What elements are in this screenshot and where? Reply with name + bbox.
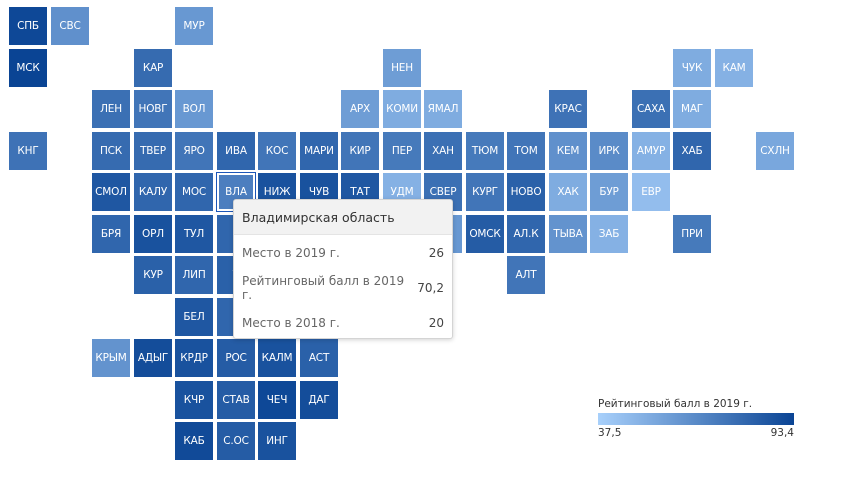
tooltip-row-rank-2018: Место в 2018 г. 20 [234,305,452,338]
region-tile-ново[interactable]: НОВО [507,173,545,211]
region-tile-коми[interactable]: КОМИ [383,90,421,128]
region-tile-калм[interactable]: КАЛМ [258,339,296,377]
region-tile-новг[interactable]: НОВГ [134,90,172,128]
region-tile-хак[interactable]: ХАК [549,173,587,211]
region-tile-вол[interactable]: ВОЛ [175,90,213,128]
region-tile-рос[interactable]: РОС [217,339,255,377]
region-tile-при[interactable]: ПРИ [673,215,711,253]
tooltip-label: Место в 2019 г. [242,245,340,260]
region-tile-арх[interactable]: АРХ [341,90,379,128]
tooltip-value: 20 [428,315,444,330]
region-tile-крдр[interactable]: КРДР [175,339,213,377]
region-tile-схлн[interactable]: СХЛН [756,132,794,170]
region-tooltip: Владимирская область Место в 2019 г. 26 … [233,199,453,339]
color-legend: Рейтинговый балл в 2019 г. 37,5 93,4 [598,398,798,439]
region-tile-ива[interactable]: ИВА [217,132,255,170]
legend-gradient-bar [598,413,794,425]
region-tile-калу[interactable]: КАЛУ [134,173,172,211]
region-tile-крым[interactable]: КРЫМ [92,339,130,377]
tooltip-row-rank-2019: Место в 2019 г. 26 [234,235,452,270]
region-tile-кам[interactable]: КАМ [715,49,753,87]
tooltip-label: Место в 2018 г. [242,315,340,330]
region-tile-мск[interactable]: МСК [9,49,47,87]
region-tile-чеч[interactable]: ЧЕЧ [258,381,296,419]
region-tile-крас[interactable]: КРАС [549,90,587,128]
region-tile-свс[interactable]: СВС [51,7,89,45]
region-tile-кар[interactable]: КАР [134,49,172,87]
region-tile-пер[interactable]: ПЕР [383,132,421,170]
region-tile-став[interactable]: СТАВ [217,381,255,419]
region-tile-амур[interactable]: АМУР [632,132,670,170]
region-tile-каб[interactable]: КАБ [175,422,213,460]
region-tile-яро[interactable]: ЯРО [175,132,213,170]
region-tile-пск[interactable]: ПСК [92,132,130,170]
region-tile-кур[interactable]: КУР [134,256,172,294]
region-tile-адыг[interactable]: АДЫГ [134,339,172,377]
region-tile-бря[interactable]: БРЯ [92,215,130,253]
region-tile-орл[interactable]: ОРЛ [134,215,172,253]
legend-title: Рейтинговый балл в 2019 г. [598,398,753,410]
region-tile-ал.к[interactable]: АЛ.К [507,215,545,253]
region-tile-спб[interactable]: СПБ [9,7,47,45]
legend-max-label: 93,4 [770,427,794,439]
region-tile-лен[interactable]: ЛЕН [92,90,130,128]
region-tile-маг[interactable]: МАГ [673,90,711,128]
region-tile-тыва[interactable]: ТЫВА [549,215,587,253]
region-tile-аст[interactable]: АСТ [300,339,338,377]
tooltip-title: Владимирская область [234,200,452,235]
region-tile-кир[interactable]: КИР [341,132,379,170]
region-tile-с.ос[interactable]: С.ОС [217,422,255,460]
region-tile-алт[interactable]: АЛТ [507,256,545,294]
region-tile-мари[interactable]: МАРИ [300,132,338,170]
region-tile-инг[interactable]: ИНГ [258,422,296,460]
tooltip-row-score-2019: Рейтинговый балл в 2019 г. 70,2 [234,270,452,305]
region-tile-саха[interactable]: САХА [632,90,670,128]
region-tile-кнг[interactable]: КНГ [9,132,47,170]
region-tile-хан[interactable]: ХАН [424,132,462,170]
region-tile-том[interactable]: ТОМ [507,132,545,170]
region-tile-чук[interactable]: ЧУК [673,49,711,87]
region-tile-ирк[interactable]: ИРК [590,132,628,170]
region-tile-бур[interactable]: БУР [590,173,628,211]
region-tile-даг[interactable]: ДАГ [300,381,338,419]
legend-min-label: 37,5 [598,427,622,439]
legend-labels: 37,5 93,4 [598,427,794,439]
tooltip-value: 70,2 [417,280,444,295]
region-tile-ямал[interactable]: ЯМАЛ [424,90,462,128]
region-tile-кчр[interactable]: КЧР [175,381,213,419]
region-tile-тул[interactable]: ТУЛ [175,215,213,253]
region-tile-евр[interactable]: ЕВР [632,173,670,211]
region-tile-нен[interactable]: НЕН [383,49,421,87]
region-tile-лип[interactable]: ЛИП [175,256,213,294]
region-tile-кург[interactable]: КУРГ [466,173,504,211]
region-tile-смол[interactable]: СМОЛ [92,173,130,211]
region-tile-омск[interactable]: ОМСК [466,215,504,253]
region-tile-мур[interactable]: МУР [175,7,213,45]
region-tile-бел[interactable]: БЕЛ [175,298,213,336]
region-tile-заб[interactable]: ЗАБ [590,215,628,253]
region-tile-мос[interactable]: МОС [175,173,213,211]
region-tile-кем[interactable]: КЕМ [549,132,587,170]
region-tile-хаб[interactable]: ХАБ [673,132,711,170]
region-tile-кос[interactable]: КОС [258,132,296,170]
tooltip-value: 26 [428,245,444,260]
region-tile-твер[interactable]: ТВЕР [134,132,172,170]
region-tile-тюм[interactable]: ТЮМ [466,132,504,170]
tooltip-label: Рейтинговый балл в 2019 г. [242,273,405,302]
